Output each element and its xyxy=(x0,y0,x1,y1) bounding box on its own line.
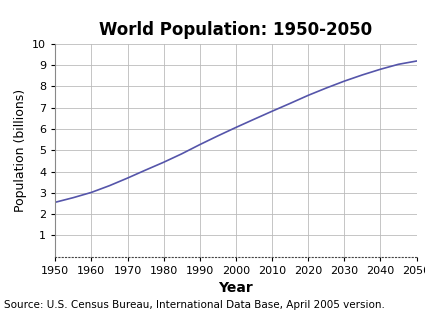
Title: World Population: 1950-2050: World Population: 1950-2050 xyxy=(99,22,372,39)
X-axis label: Year: Year xyxy=(218,281,253,295)
Text: Source: U.S. Census Bureau, International Data Base, April 2005 version.: Source: U.S. Census Bureau, Internationa… xyxy=(4,300,385,310)
Y-axis label: Population (billions): Population (billions) xyxy=(14,89,27,212)
